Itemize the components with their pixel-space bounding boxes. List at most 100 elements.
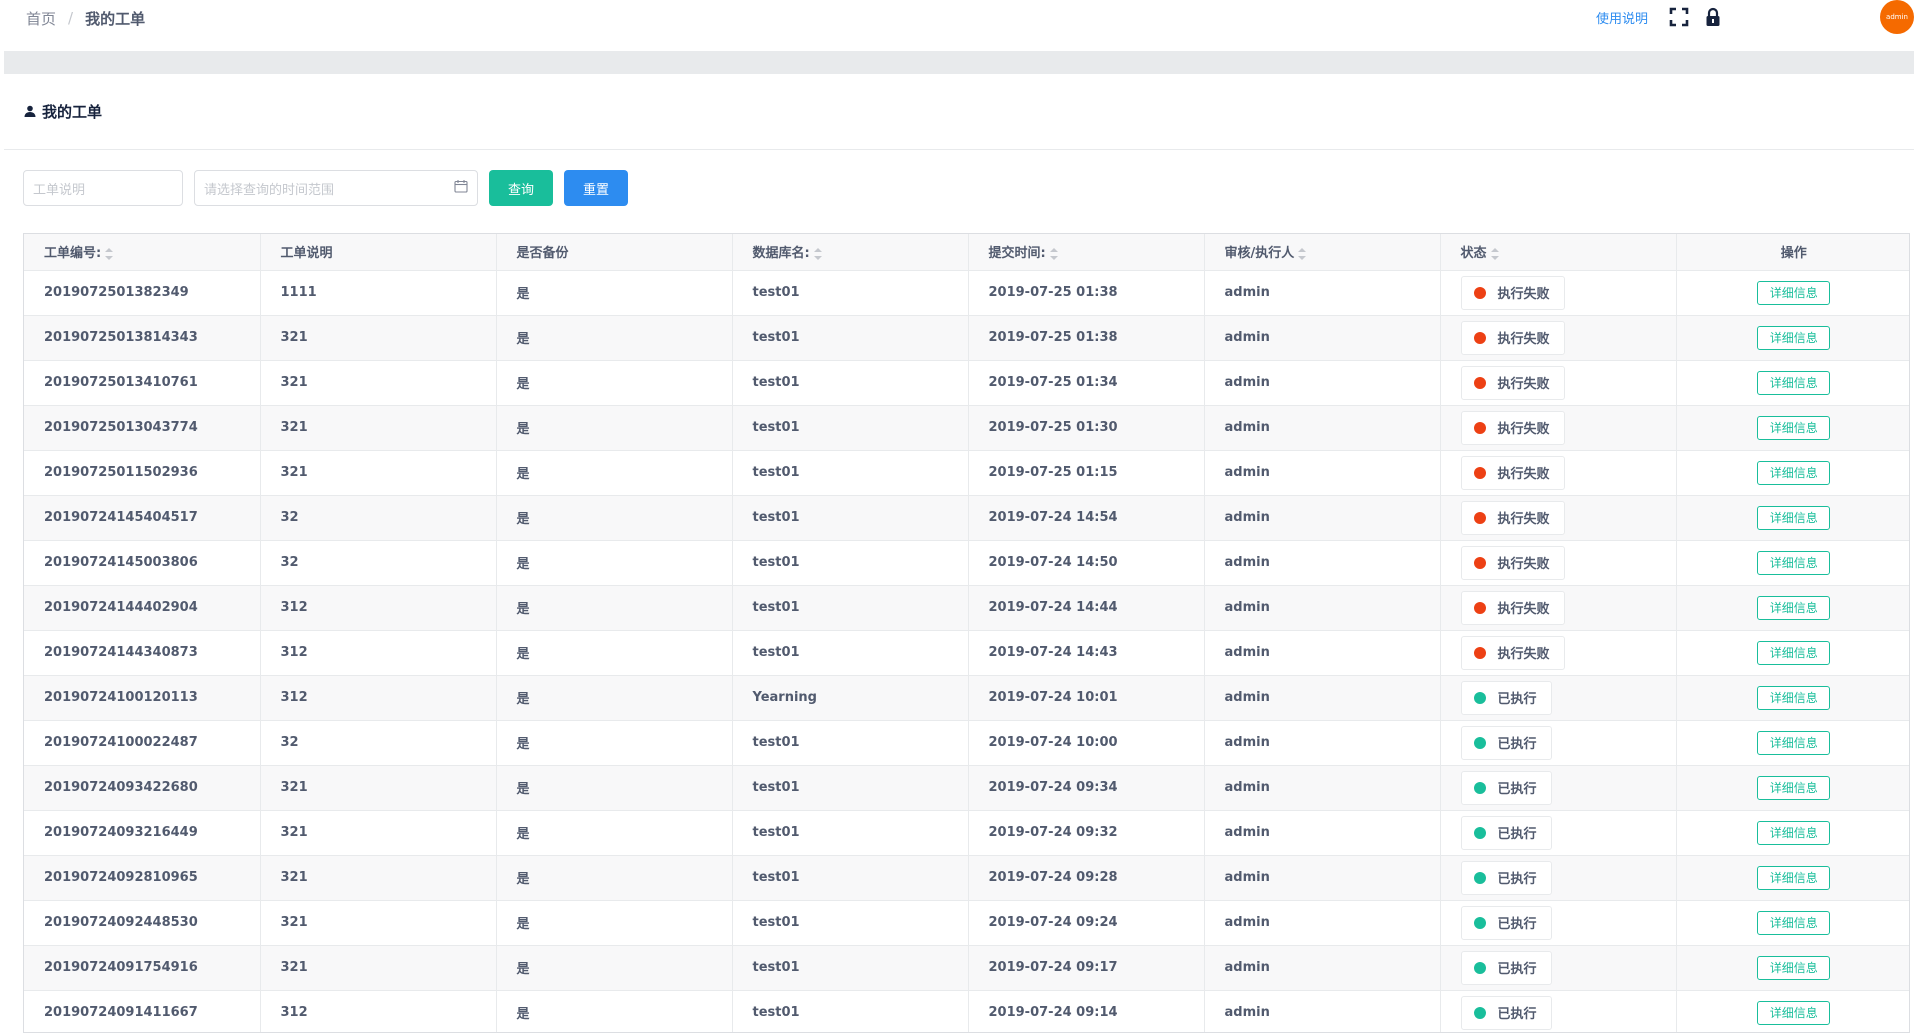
sort-icon[interactable] bbox=[1049, 247, 1058, 260]
status-label: 执行失败 bbox=[1497, 467, 1550, 482]
breadcrumb-current: 我的工单 bbox=[85, 9, 146, 28]
header-time[interactable]: 提交时间: bbox=[968, 234, 1205, 271]
cell-time: 2019-07-24 09:28 bbox=[968, 855, 1205, 901]
status-badge: 已执行 bbox=[1460, 680, 1552, 715]
cell-db: test01 bbox=[732, 405, 969, 451]
detail-button[interactable]: 详细信息 bbox=[1757, 1000, 1831, 1025]
detail-button[interactable]: 详细信息 bbox=[1757, 865, 1831, 890]
table-row: 20190724100120113 312 是 Yearning 2019-07-24 … bbox=[24, 675, 1909, 721]
lock-icon[interactable] bbox=[1702, 6, 1724, 28]
detail-button[interactable]: 详细信息 bbox=[1757, 325, 1831, 350]
table-row: 20190724091754916 321 是 test01 2019-07-24 09… bbox=[24, 945, 1909, 991]
date-range-picker[interactable]: 请选择查询的时间范围 bbox=[194, 170, 478, 206]
cell-action: 详细信息 bbox=[1676, 765, 1909, 811]
breadcrumb-separator: / bbox=[68, 9, 74, 27]
status-badge: 已执行 bbox=[1460, 950, 1552, 985]
detail-button[interactable]: 详细信息 bbox=[1757, 775, 1831, 800]
date-placeholder: 请选择查询的时间范围 bbox=[204, 182, 335, 198]
cell-db: Yearning bbox=[732, 675, 969, 721]
cell-db: test01 bbox=[732, 315, 969, 361]
cell-id: 20190724100120113 bbox=[24, 675, 261, 721]
table-row: 20190724092810965 321 是 test01 2019-07-24 09… bbox=[24, 855, 1909, 901]
card-title: 我的工单 bbox=[42, 103, 103, 121]
detail-button[interactable]: 详细信息 bbox=[1757, 955, 1831, 980]
table-row: 20190724145003806 32 是 test01 2019-07-24 14:… bbox=[24, 540, 1909, 586]
failed-dot-icon bbox=[1473, 466, 1486, 479]
detail-button[interactable]: 详细信息 bbox=[1757, 595, 1831, 620]
content-divider-band bbox=[4, 51, 1914, 73]
status-label: 已执行 bbox=[1497, 917, 1537, 932]
cell-id: 20190724093422680 bbox=[24, 765, 261, 811]
header-id[interactable]: 工单编号: bbox=[24, 234, 261, 271]
success-dot-icon bbox=[1473, 691, 1486, 704]
cell-time: 2019-07-24 09:14 bbox=[968, 990, 1205, 1032]
fullscreen-icon[interactable] bbox=[1668, 6, 1690, 28]
cell-db: test01 bbox=[732, 765, 969, 811]
failed-dot-icon bbox=[1473, 601, 1486, 614]
cell-id: 20190724144402904 bbox=[24, 585, 261, 631]
header-user[interactable]: 审核/执行人 bbox=[1204, 234, 1441, 271]
detail-button[interactable]: 详细信息 bbox=[1757, 910, 1831, 935]
query-button[interactable]: 查询 bbox=[489, 170, 553, 206]
status-label: 执行失败 bbox=[1497, 422, 1550, 437]
sort-icon[interactable] bbox=[1490, 247, 1499, 260]
cell-db: test01 bbox=[732, 630, 969, 676]
table-row: 20190725013043774 321 是 test01 2019-07-25 01… bbox=[24, 405, 1909, 451]
cell-action: 详细信息 bbox=[1676, 675, 1909, 721]
detail-button[interactable]: 详细信息 bbox=[1757, 730, 1831, 755]
sort-icon[interactable] bbox=[813, 247, 822, 260]
cell-time: 2019-07-24 09:17 bbox=[968, 945, 1205, 991]
cell-action: 详细信息 bbox=[1676, 900, 1909, 946]
cell-status: 执行失败 bbox=[1440, 585, 1677, 631]
table-row: 20190724144402904 312 是 test01 2019-07-24 14… bbox=[24, 585, 1909, 631]
failed-dot-icon bbox=[1473, 331, 1486, 344]
success-dot-icon bbox=[1473, 781, 1486, 794]
avatar[interactable]: admin bbox=[1880, 0, 1914, 34]
help-link[interactable]: 使用说明 bbox=[1596, 11, 1649, 27]
failed-dot-icon bbox=[1473, 646, 1486, 659]
breadcrumb-home[interactable]: 首页 bbox=[26, 9, 57, 28]
cell-id: 20190725011502936 bbox=[24, 450, 261, 496]
reset-button[interactable]: 重置 bbox=[564, 170, 628, 206]
header-status[interactable]: 状态 bbox=[1440, 234, 1677, 271]
cell-action: 详细信息 bbox=[1676, 945, 1909, 991]
cell-action: 详细信息 bbox=[1676, 270, 1909, 316]
cell-db: test01 bbox=[732, 990, 969, 1032]
detail-button[interactable]: 详细信息 bbox=[1757, 460, 1831, 485]
cell-desc: 321 bbox=[260, 360, 497, 406]
table-row: 20190724145404517 32 是 test01 2019-07-24 14:… bbox=[24, 495, 1909, 541]
desc-search-input[interactable]: 工单说明 bbox=[23, 170, 183, 206]
detail-button[interactable]: 详细信息 bbox=[1757, 550, 1831, 575]
cell-backup: 是 bbox=[496, 585, 733, 631]
detail-button[interactable]: 详细信息 bbox=[1757, 280, 1831, 305]
cell-status: 执行失败 bbox=[1440, 540, 1677, 586]
status-badge: 已执行 bbox=[1460, 905, 1552, 940]
table-body: 2019072501382349 1111 是 test01 2019-07-25 01… bbox=[24, 270, 1909, 1032]
cell-desc: 32 bbox=[260, 540, 497, 586]
detail-button[interactable]: 详细信息 bbox=[1757, 685, 1831, 710]
sort-icon[interactable] bbox=[1298, 247, 1307, 260]
cell-action: 详细信息 bbox=[1676, 360, 1909, 406]
cell-action: 详细信息 bbox=[1676, 540, 1909, 586]
cell-desc: 321 bbox=[260, 900, 497, 946]
cell-id: 20190724144340873 bbox=[24, 630, 261, 676]
status-badge: 执行失败 bbox=[1460, 320, 1565, 355]
breadcrumb: 首页 / 我的工单 bbox=[26, 8, 145, 28]
detail-button[interactable]: 详细信息 bbox=[1757, 505, 1831, 530]
status-badge: 执行失败 bbox=[1460, 635, 1565, 670]
sort-icon[interactable] bbox=[105, 247, 114, 260]
cell-action: 详细信息 bbox=[1676, 450, 1909, 496]
status-badge: 执行失败 bbox=[1460, 500, 1565, 535]
detail-button[interactable]: 详细信息 bbox=[1757, 640, 1831, 665]
cell-time: 2019-07-24 09:32 bbox=[968, 810, 1205, 856]
detail-button[interactable]: 详细信息 bbox=[1757, 370, 1831, 395]
header-actions: 使用说明 bbox=[1596, 4, 1724, 30]
header-db[interactable]: 数据库名: bbox=[732, 234, 969, 271]
detail-button[interactable]: 详细信息 bbox=[1757, 415, 1831, 440]
cell-db: test01 bbox=[732, 900, 969, 946]
cell-action: 详细信息 bbox=[1676, 990, 1909, 1032]
cell-time: 2019-07-24 09:34 bbox=[968, 765, 1205, 811]
detail-button[interactable]: 详细信息 bbox=[1757, 820, 1831, 845]
status-badge: 已执行 bbox=[1460, 815, 1552, 850]
header-desc: 工单说明 bbox=[260, 234, 497, 271]
